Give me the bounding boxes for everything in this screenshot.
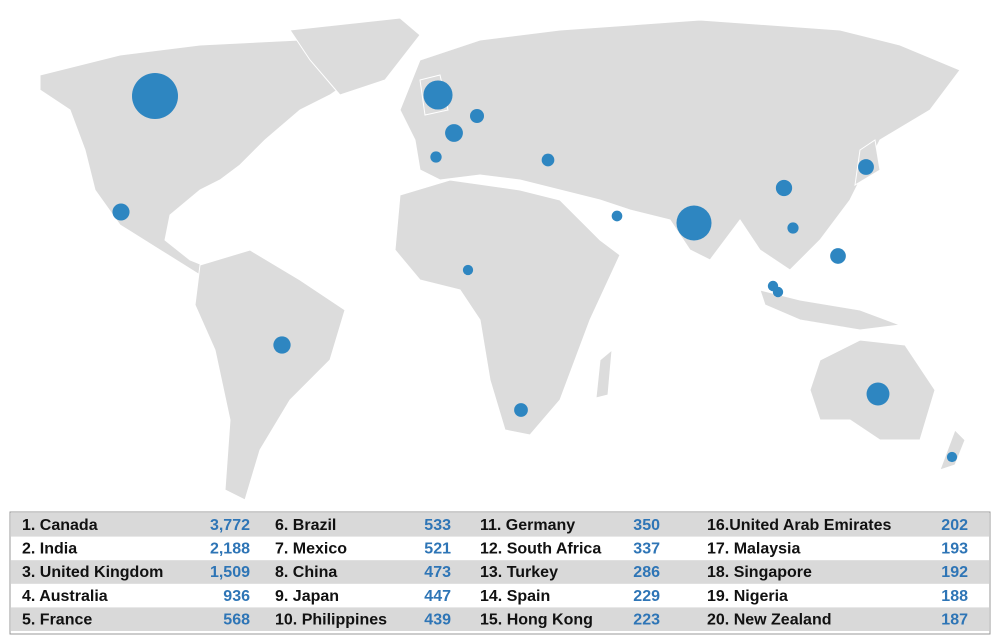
bubble (611, 210, 623, 222)
ranking-table: 1. Canada 3,772 2. India 2,188 3. United Kin… (11, 513, 989, 631)
bubble (462, 264, 474, 276)
country-label: 6. Brazil (275, 517, 336, 534)
value-label: 337 (633, 541, 660, 558)
bubble (830, 248, 846, 264)
bubble (772, 286, 784, 298)
new-zealand (939, 429, 966, 471)
value-label: 202 (941, 517, 968, 534)
country-label: 4. Australia (22, 588, 108, 605)
value-label: 193 (941, 541, 968, 558)
bubble (787, 222, 799, 234)
country-label: 8. China (275, 564, 337, 581)
country-label: 19. Nigeria (707, 588, 788, 605)
country-label: 11. Germany (480, 517, 575, 534)
value-label: 521 (424, 541, 451, 558)
bubble (430, 151, 442, 163)
bubble (676, 205, 712, 241)
row-band (11, 607, 989, 631)
value-label: 192 (941, 564, 968, 581)
bubble (132, 73, 178, 119)
country-label: 5. France (22, 611, 92, 628)
country-label: 3. United Kingdom (22, 564, 163, 581)
bubble (541, 153, 555, 167)
bubble (775, 179, 793, 197)
row-band (11, 560, 989, 584)
country-label: 13. Turkey (480, 564, 558, 581)
value-label: 3,772 (210, 517, 250, 534)
bubble (445, 124, 463, 142)
country-label: 7. Mexico (275, 541, 347, 558)
country-label: 17. Malaysia (707, 541, 801, 558)
value-label: 447 (424, 588, 451, 605)
bubble (112, 203, 130, 221)
world-map (39, 17, 966, 501)
value-label: 1,509 (210, 564, 250, 581)
bubble (514, 403, 528, 417)
bubble (423, 80, 453, 110)
country-label: 20. New Zealand (707, 611, 832, 628)
country-label: 14. Spain (480, 588, 550, 605)
eurasia (399, 19, 961, 271)
country-label: 16.United Arab Emirates (707, 517, 891, 534)
bubble (946, 451, 958, 463)
value-label: 2,188 (210, 541, 250, 558)
country-label: 15. Hong Kong (480, 611, 593, 628)
country-label: 1. Canada (22, 517, 98, 534)
value-label: 286 (633, 564, 660, 581)
value-label: 936 (223, 588, 250, 605)
indonesia (759, 289, 901, 331)
bubble (273, 336, 291, 354)
bubble (469, 108, 485, 124)
value-label: 439 (424, 611, 451, 628)
value-label: 533 (424, 517, 451, 534)
country-label: 18. Singapore (707, 564, 812, 581)
value-label: 473 (424, 564, 451, 581)
value-label: 568 (223, 611, 250, 628)
value-label: 188 (941, 588, 968, 605)
value-label: 350 (633, 517, 660, 534)
greenland (289, 17, 421, 96)
table-frame (9, 511, 991, 635)
value-label: 223 (633, 611, 660, 628)
bubble (866, 382, 890, 406)
value-label: 229 (633, 588, 660, 605)
country-label: 12. South Africa (480, 541, 601, 558)
country-label: 9. Japan (275, 588, 339, 605)
bubble (858, 159, 874, 175)
bubbles (112, 73, 958, 463)
madagascar (595, 348, 613, 399)
country-label: 10. Philippines (275, 611, 387, 628)
row-band (11, 513, 989, 537)
africa (394, 179, 621, 436)
value-label: 187 (941, 611, 968, 628)
south-america (194, 249, 346, 501)
country-label: 2. India (22, 541, 77, 558)
